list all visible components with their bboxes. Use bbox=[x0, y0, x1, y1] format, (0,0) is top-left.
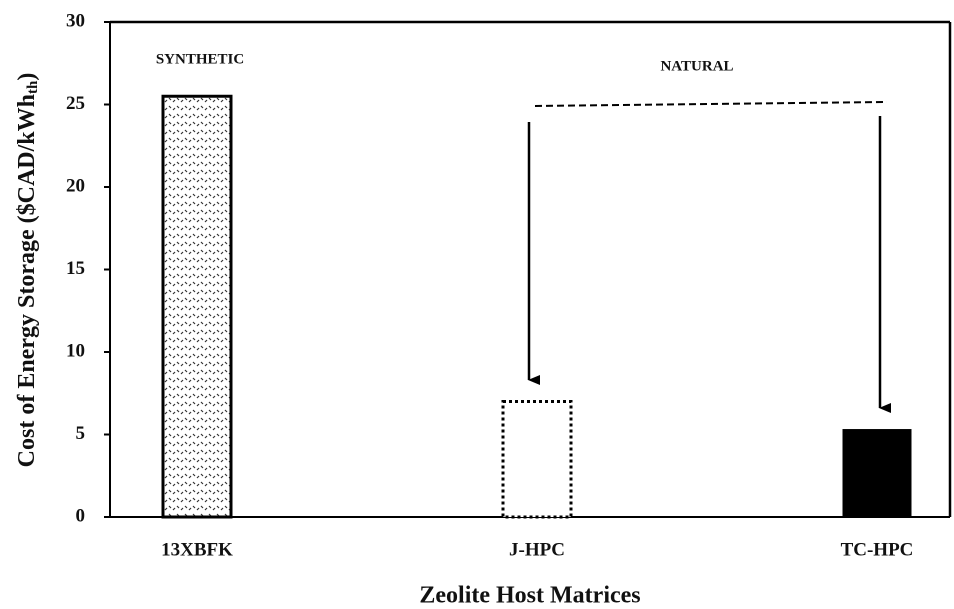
y-axis-label-main: Cost of Energy Storage ($CAD/kWh bbox=[14, 94, 40, 467]
y-axis-label: Cost of Energy Storage ($CAD/kWhth) bbox=[14, 73, 42, 468]
x-tick-label: 13XBFK bbox=[161, 539, 233, 560]
y-tick-label: 0 bbox=[76, 505, 86, 526]
y-tick-label: 20 bbox=[66, 175, 85, 196]
y-tick-label: 5 bbox=[76, 423, 86, 444]
y-tick-label: 25 bbox=[66, 93, 85, 114]
x-axis-label: Zeolite Host Matrices bbox=[419, 583, 640, 609]
bar bbox=[501, 400, 573, 519]
bracket-line bbox=[534, 101, 888, 107]
x-tick-label: J-HPC bbox=[509, 539, 565, 560]
bar bbox=[161, 94, 233, 519]
y-axis-label-subscript: th bbox=[25, 80, 41, 94]
y-tick-label: 10 bbox=[66, 340, 85, 361]
bar bbox=[842, 429, 912, 518]
x-tick-label: TC-HPC bbox=[841, 539, 914, 560]
annotation: SYNTHETIC bbox=[156, 51, 244, 67]
y-axis-label-end: ) bbox=[14, 73, 40, 81]
y-tick-label: 30 bbox=[66, 10, 85, 31]
annotation: NATURAL bbox=[660, 58, 733, 74]
y-tick-label: 15 bbox=[66, 258, 85, 279]
